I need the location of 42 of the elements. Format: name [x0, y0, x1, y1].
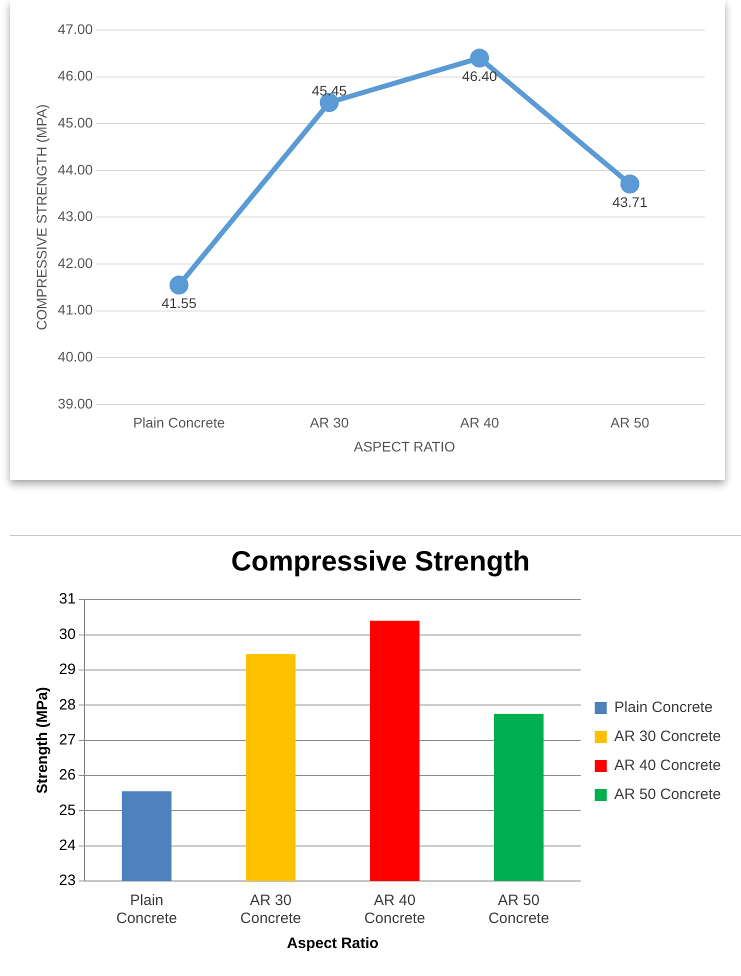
- data-label: 45.45: [312, 82, 347, 98]
- y-tick-label: 41.00: [58, 302, 94, 318]
- x-tick-label: AR 40: [460, 414, 500, 431]
- y-tick-label: 45.00: [58, 114, 94, 130]
- legend-label: AR 30 Concrete: [614, 728, 722, 746]
- y-tick-label: 46.00: [58, 68, 94, 84]
- x-tick-label: AR 50: [610, 414, 650, 431]
- y-tick-label: 42.00: [58, 254, 94, 271]
- data-label: 41.55: [161, 294, 197, 311]
- y-tick-label: 27: [58, 731, 76, 748]
- legend-label: Plain Concrete: [614, 699, 713, 716]
- data-label: 46.40: [462, 68, 498, 84]
- y-tick-label: 26: [58, 766, 76, 784]
- point: [620, 174, 640, 194]
- point: [470, 48, 490, 68]
- chart-title: Compressive Strength: [231, 546, 530, 577]
- y-tick-label: 23: [58, 872, 76, 890]
- x-tick-label: Plain Concrete: [116, 892, 178, 928]
- y-axis-title: Strength (MPa): [34, 686, 52, 794]
- legend-label: AR 50 Concrete: [614, 786, 722, 804]
- y-axis-title: COMPRESSIVE STRENGTH (MPA): [33, 104, 50, 330]
- y-tick-label: 24: [58, 836, 76, 854]
- legend-label: AR 40 Concrete: [614, 757, 722, 774]
- x-axis-title: ASPECT RATIO: [354, 438, 456, 454]
- y-tick-label: 29: [58, 661, 76, 678]
- x-tick-label: AR 30 Concrete: [240, 892, 302, 928]
- x-tick-label: AR 30: [310, 414, 349, 431]
- y-tick-label: 25: [58, 802, 76, 819]
- y-tick-label: 40.00: [58, 348, 94, 364]
- data-label: 43.71: [612, 194, 648, 210]
- y-tick-label: 31: [58, 590, 76, 608]
- y-tick-label: 47.00: [58, 20, 94, 37]
- x-axis-title: Aspect Ratio: [286, 935, 379, 952]
- y-tick-label: 44.00: [58, 161, 94, 178]
- y-tick-label: 28: [58, 696, 76, 714]
- x-tick-label: AR 50 Concrete: [488, 892, 550, 928]
- y-tick-label: 43.00: [58, 208, 94, 224]
- y-tick-label: 39.00: [58, 395, 94, 412]
- y-tick-label: 30: [58, 626, 76, 643]
- x-tick-label: Plain Concrete: [133, 414, 226, 431]
- point: [169, 276, 188, 295]
- x-tick-label: AR 40 Concrete: [364, 892, 426, 928]
